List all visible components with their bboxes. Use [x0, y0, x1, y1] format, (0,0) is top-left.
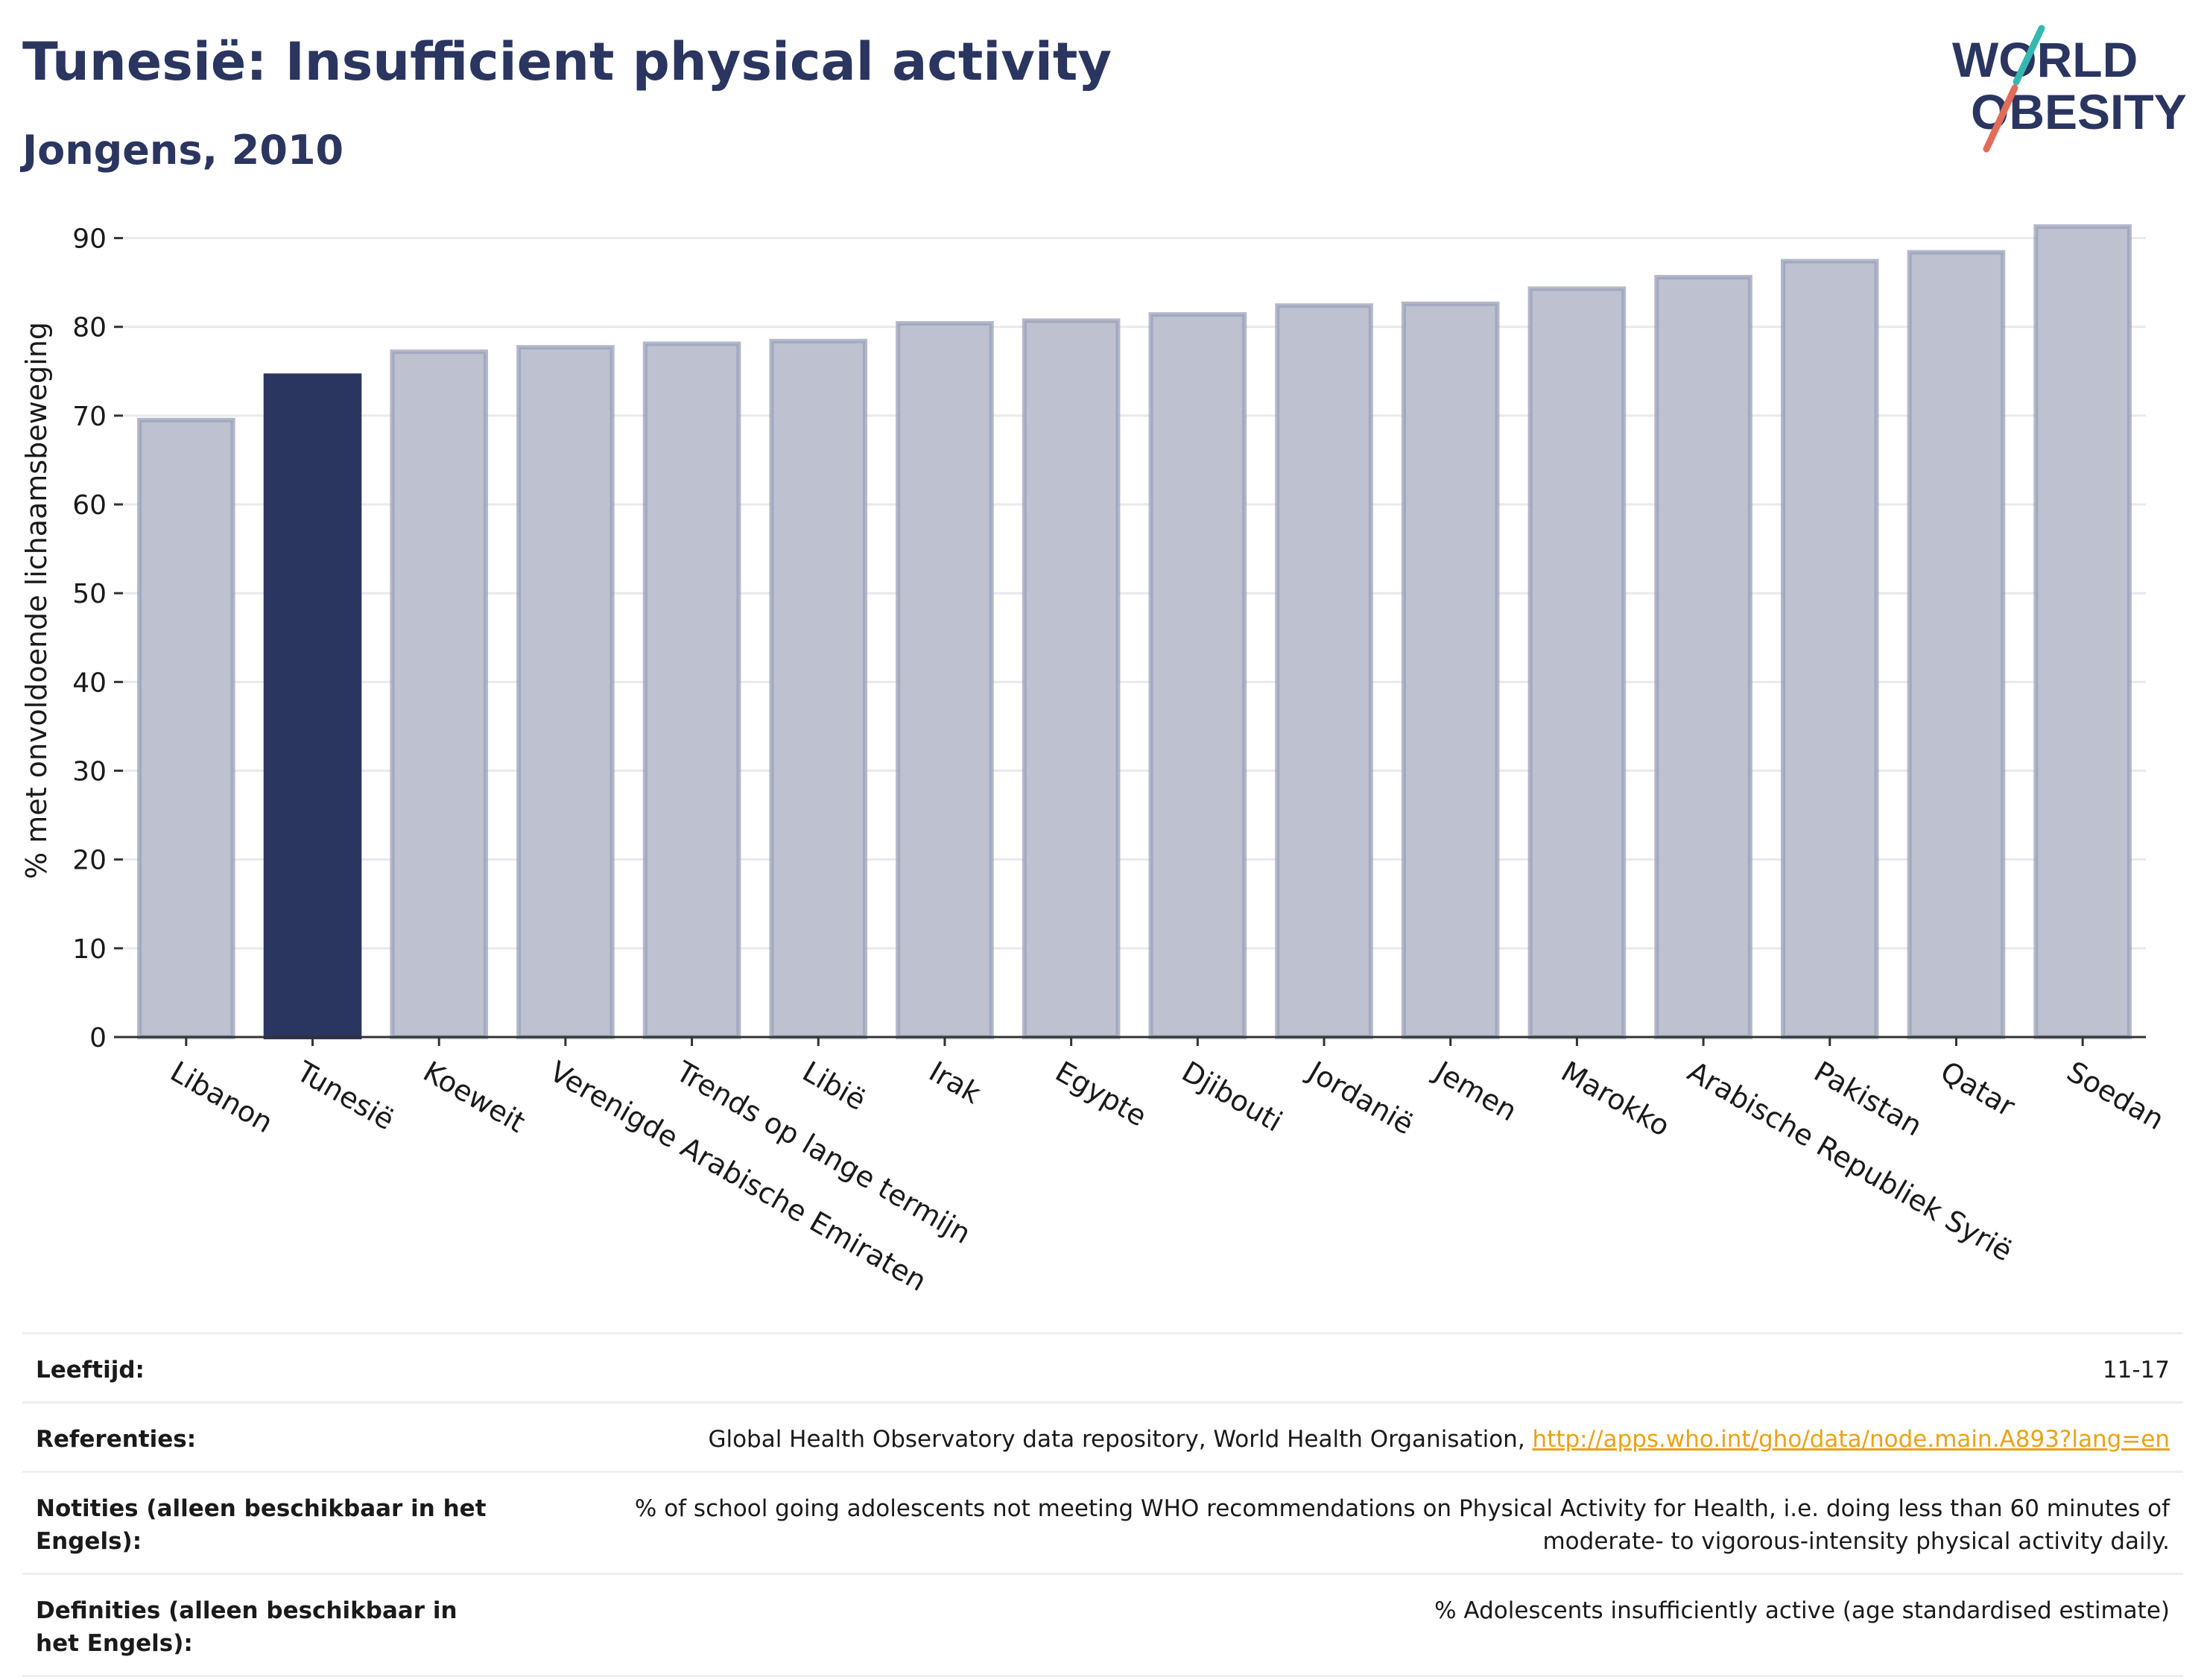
metadata-value: Global Health Observatory data repositor… [498, 1423, 2170, 1456]
x-tick-label: Libië [797, 1055, 872, 1117]
metadata-row: Referenties: Global Health Observatory da… [22, 1401, 2183, 1471]
bar-tunesi- [263, 373, 362, 1039]
bars [137, 224, 2132, 1040]
bar-qatar [1907, 250, 2006, 1040]
world-obesity-logo: WORLD OBESITY [1952, 25, 2187, 153]
chart-title: Tunesië: Insufficient physical activity [22, 31, 1112, 92]
bar-djibouti [1148, 312, 1247, 1039]
y-axis-ticks: 0 10 20 30 40 50 60 70 80 90 [72, 224, 123, 1053]
bar-irak [896, 320, 994, 1039]
y-tick-label: 90 [72, 224, 107, 255]
bar-libi- [769, 338, 868, 1039]
bar-chart: 0 10 20 30 40 50 60 70 80 90 Libanon Tunesië Koewei… [20, 224, 2170, 1298]
bar-jordani- [1275, 303, 1373, 1039]
metadata-value-text: % Adolescents insufficiently active (age… [1434, 1597, 2170, 1624]
reference-link[interactable]: http://apps.who.int/gho/data/node.main.A… [1532, 1426, 2170, 1453]
x-tick-label: Koeweit [418, 1055, 531, 1139]
metadata-value: % Adolescents insufficiently active (age… [498, 1594, 2170, 1627]
bar-egypte [1022, 318, 1121, 1039]
bar-verenigde-arabische-emiraten [516, 345, 615, 1040]
y-tick-label: 80 [72, 313, 107, 343]
metadata-row: Definities (alleen beschikbaar in het En… [22, 1573, 2183, 1677]
logo-slash-top [2013, 25, 2045, 86]
x-tick-label: Qatar [1935, 1055, 2021, 1123]
bar-jemen [1401, 301, 1500, 1039]
x-tick-label: Jemen [1428, 1054, 1522, 1128]
x-axis-ticks: Libanon Tunesië Koeweit Verenigde Arabische… [165, 1037, 2170, 1298]
metadata-label: Notities (alleen beschikbaar in het Enge… [36, 1495, 487, 1555]
x-tick-label: Irak [923, 1055, 986, 1110]
metadata-row: Leeftijd: 11-17 [22, 1332, 2183, 1401]
y-tick-label: 30 [72, 757, 107, 787]
x-tick-label: Jordanië [1302, 1054, 1419, 1141]
x-tick-label: Djibouti [1177, 1055, 1288, 1138]
x-tick-label: Tunesië [291, 1054, 399, 1136]
bar-trends-op-lange-termijn [642, 341, 741, 1039]
bar-koeweit [390, 349, 489, 1039]
chart-subtitle: Jongens, 2010 [22, 127, 344, 174]
x-tick-label: Marokko [1556, 1055, 1676, 1143]
metadata-value: % of school going adolescents not meetin… [498, 1492, 2170, 1558]
metadata-value: 11-17 [498, 1354, 2170, 1386]
logo-text-world: WORLD [1952, 32, 2138, 87]
metadata-table: Leeftijd: 11-17 Referenties: Global Health … [22, 1332, 2183, 1677]
bar-marokko [1527, 286, 1627, 1039]
y-tick-label: 70 [72, 402, 107, 432]
y-tick-label: 20 [72, 846, 107, 876]
y-tick-label: 0 [89, 1023, 107, 1053]
bar-arabische-republiek-syri- [1654, 275, 1752, 1039]
bar-pakistan [1780, 259, 1879, 1039]
logo-slash-bottom [1983, 84, 2018, 153]
x-tick-label: Libanon [165, 1055, 278, 1139]
metadata-label: Referenties: [36, 1426, 197, 1453]
y-tick-label: 40 [72, 668, 107, 698]
bar-libanon [137, 417, 235, 1039]
metadata-value-text: 11-17 [2102, 1357, 2170, 1383]
x-tick-label: Egypte [1050, 1055, 1152, 1133]
metadata-value-text: % of school going adolescents not meetin… [634, 1495, 2170, 1555]
metadata-label: Definities (alleen beschikbaar in het En… [36, 1597, 457, 1657]
metadata-row: Notities (alleen beschikbaar in het Enge… [22, 1471, 2183, 1573]
metadata-label: Leeftijd: [36, 1357, 145, 1383]
x-tick-label: Soedan [2062, 1055, 2170, 1136]
y-axis-label: % met onvoldoende lichaamsbeweging [20, 322, 53, 879]
metadata-value-text: Global Health Observatory data repositor… [708, 1426, 1533, 1453]
y-tick-label: 10 [72, 934, 107, 965]
y-tick-label: 50 [72, 579, 107, 609]
y-tick-label: 60 [72, 490, 107, 521]
bar-soedan [2033, 224, 2132, 1040]
